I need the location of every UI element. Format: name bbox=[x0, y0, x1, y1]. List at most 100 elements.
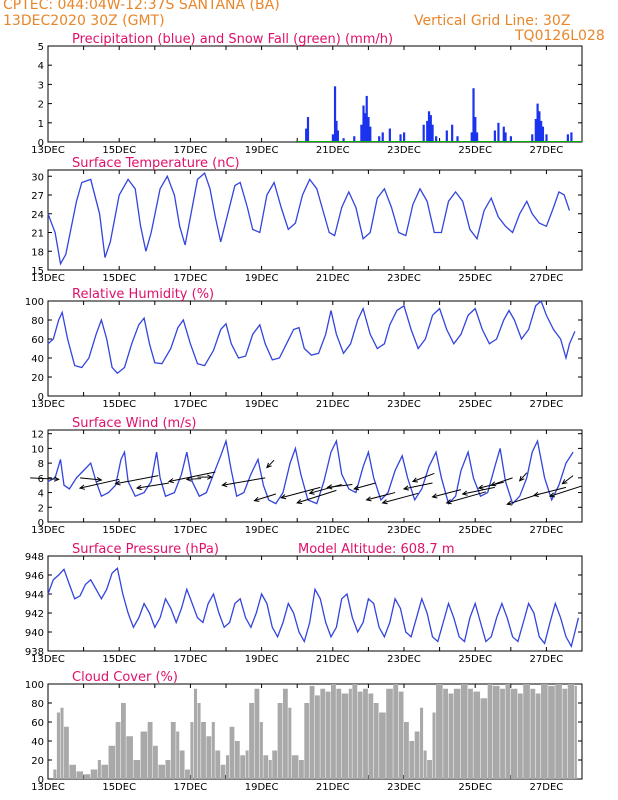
wind-y-label: 12 bbox=[31, 430, 44, 441]
cloud-bar bbox=[179, 750, 185, 779]
cloud-bar bbox=[336, 688, 342, 779]
wind-arrow bbox=[491, 477, 513, 486]
precip-bar bbox=[493, 130, 496, 142]
rh-frame bbox=[47, 300, 583, 397]
cloud-bar bbox=[409, 741, 415, 779]
wind-arrow-head bbox=[461, 490, 468, 496]
temp-x-label: 13DEC bbox=[31, 273, 65, 284]
cloud-bar bbox=[379, 712, 386, 779]
cloud-bar bbox=[567, 684, 575, 779]
precip-bar bbox=[472, 88, 475, 142]
pressure-x-label: 13DEC bbox=[31, 654, 65, 665]
cloud-bar bbox=[460, 684, 468, 779]
precip-bar bbox=[540, 120, 543, 142]
precip-bar bbox=[363, 113, 367, 142]
station-line: CPTEC: 044:04W-12:37S SANTANA (BA) bbox=[3, 0, 280, 13]
precip-bar bbox=[367, 117, 370, 142]
wind-arrow-head bbox=[78, 484, 86, 490]
cloud-bar bbox=[249, 703, 254, 779]
cloud-bar bbox=[220, 764, 226, 779]
cloud-bar bbox=[291, 755, 299, 779]
precip-bar bbox=[306, 117, 310, 142]
cloud-bar bbox=[60, 707, 64, 779]
precip-y-label: 4 bbox=[38, 61, 44, 72]
rh-y-label: 60 bbox=[31, 335, 44, 346]
cloud-bar bbox=[83, 774, 91, 779]
precip-bar bbox=[566, 134, 569, 142]
wind-arrow bbox=[30, 477, 59, 480]
temp-series-line bbox=[47, 171, 571, 266]
rh-y-label: 80 bbox=[31, 316, 44, 327]
cloud-bar bbox=[240, 755, 246, 779]
precip-bar bbox=[470, 132, 473, 142]
cloud-bar bbox=[108, 745, 116, 779]
precip-x-label: 23DEC bbox=[387, 145, 421, 156]
precip-bar bbox=[538, 111, 541, 142]
wind-arrow-head bbox=[308, 489, 315, 495]
precip-bar bbox=[333, 86, 337, 142]
cloud-bar bbox=[133, 760, 141, 779]
cloud-bar bbox=[436, 684, 443, 779]
cloud-bar bbox=[427, 760, 432, 779]
cloud-bar bbox=[574, 685, 577, 779]
cloud-bar bbox=[229, 726, 235, 779]
wind-arrow-head bbox=[326, 484, 333, 490]
cloud-bar bbox=[548, 685, 555, 779]
wind-arrow-head bbox=[490, 481, 497, 487]
precip-y-label: 3 bbox=[38, 80, 44, 91]
cloud-bar bbox=[304, 703, 310, 779]
wind-arrow-head bbox=[477, 484, 484, 490]
precip-bar bbox=[536, 103, 539, 142]
cloud-bar bbox=[393, 684, 399, 779]
rh-x-label: 19DEC bbox=[245, 399, 279, 410]
wind-arrow-head bbox=[411, 477, 418, 483]
precip-bar bbox=[360, 124, 363, 142]
cloud-bar bbox=[363, 688, 368, 779]
precip-bar bbox=[335, 120, 338, 142]
rh-y-label: 100 bbox=[25, 297, 44, 308]
cloud-title: Cloud Cover (%) bbox=[72, 670, 178, 685]
cloud-bar bbox=[443, 688, 448, 779]
wind-arrow bbox=[327, 483, 353, 488]
rh-y-label: 40 bbox=[31, 354, 44, 365]
wind-arrow-head bbox=[548, 492, 555, 498]
cloud-y-label: 40 bbox=[31, 737, 44, 748]
cloud-bar bbox=[298, 760, 304, 779]
rh-x-label: 25DEC bbox=[458, 399, 492, 410]
cloud-bar bbox=[432, 712, 436, 779]
wind-arrow bbox=[519, 472, 528, 482]
cloud-y-label: 20 bbox=[31, 756, 44, 767]
wind-y-label: 0 bbox=[38, 518, 44, 529]
wind-x-label: 23DEC bbox=[387, 525, 421, 536]
pressure-x-label: 19DEC bbox=[245, 654, 279, 665]
wind-arrow bbox=[115, 475, 159, 485]
wind-x-label: 25DEC bbox=[458, 525, 492, 536]
precip-panel: 13DEC 15DEC 17DEC 19DEC 21DEC 23DEC 25DEC 27DEC… bbox=[31, 32, 583, 156]
cloud-bar bbox=[541, 684, 548, 779]
rh-panel: 13DEC 15DEC 17DEC 19DEC 21DEC 23DEC 25DEC 27DEC… bbox=[25, 287, 583, 410]
cloud-bar bbox=[165, 760, 171, 779]
cloud-bar bbox=[268, 760, 272, 779]
wind-arrow bbox=[79, 477, 102, 481]
temp-frame bbox=[47, 169, 583, 271]
cloud-bar bbox=[170, 722, 176, 779]
cloud-bar bbox=[185, 769, 190, 779]
rh-series-line bbox=[47, 299, 576, 375]
cloud-x-label: 25DEC bbox=[458, 782, 492, 793]
cloud-panel: 13DEC 15DEC 17DEC 19DEC 21DEC 23DEC 25DEC 27DEC… bbox=[25, 670, 583, 793]
precip-bar bbox=[429, 115, 432, 142]
cloud-bar bbox=[535, 693, 541, 779]
precip-bar bbox=[456, 136, 459, 142]
wind-arrow bbox=[412, 472, 435, 482]
wind-arrow-head bbox=[167, 478, 175, 484]
cloud-bar bbox=[555, 684, 562, 779]
pressure-y-label: 946 bbox=[25, 571, 44, 582]
precip-bar bbox=[509, 136, 512, 142]
cloud-bar bbox=[341, 693, 349, 779]
wind-arrow-head bbox=[365, 496, 372, 502]
temp-y-label: 30 bbox=[31, 172, 44, 183]
pressure-x-label: 21DEC bbox=[316, 654, 350, 665]
wind-arrow-head bbox=[518, 475, 525, 482]
cloud-x-label: 19DEC bbox=[245, 782, 279, 793]
precip-x-label: 25DEC bbox=[458, 145, 492, 156]
